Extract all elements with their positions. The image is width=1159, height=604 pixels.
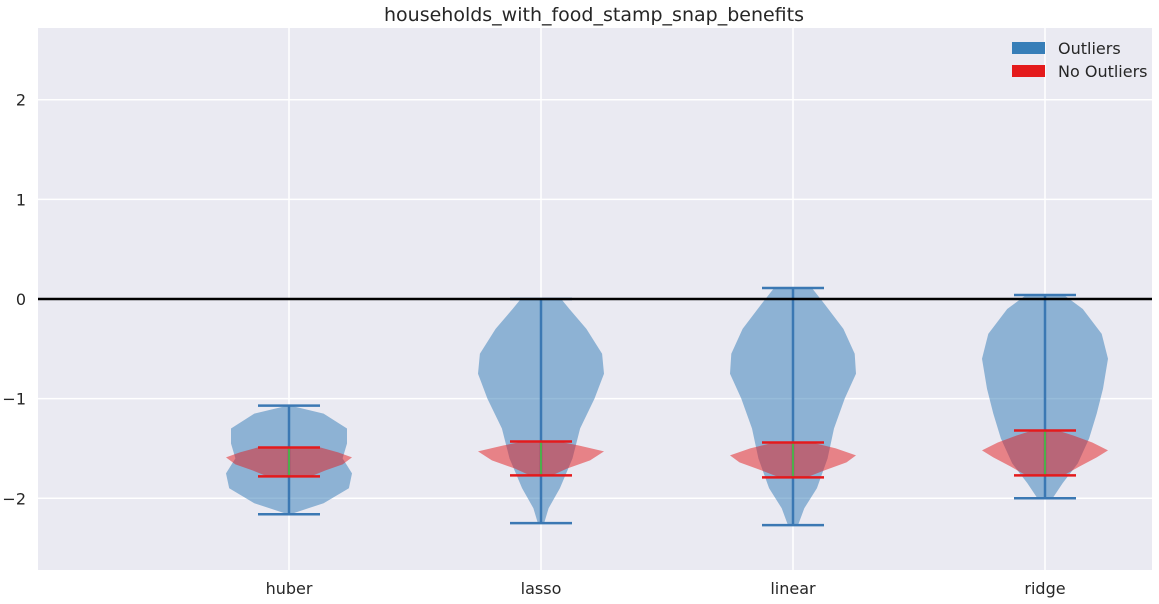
violin-no-outliers-huber <box>226 446 352 478</box>
violin-no-outliers-lasso <box>478 440 604 477</box>
x-tick-label: linear <box>770 579 816 598</box>
violin-no-outliers-linear <box>730 441 856 479</box>
chart-title: households_with_food_stamp_snap_benefits <box>384 4 804 26</box>
x-tick-label: huber <box>266 579 313 598</box>
y-tick-label: 0 <box>16 290 26 309</box>
y-tick-label: −2 <box>2 489 26 508</box>
legend-label-outliers: Outliers <box>1058 39 1121 58</box>
violins <box>226 286 1108 527</box>
y-tick-label: 1 <box>16 190 26 209</box>
y-tick-label: −1 <box>2 390 26 409</box>
legend: Outliers No Outliers <box>1012 39 1148 81</box>
x-tick-label: lasso <box>521 579 562 598</box>
legend-swatch-outliers <box>1012 42 1045 54</box>
legend-label-no-outliers: No Outliers <box>1058 62 1148 81</box>
axis-ticks: −2 −1 0 1 2 huber lasso linear ridge <box>2 91 1065 598</box>
violin-no-outliers-ridge <box>982 429 1108 477</box>
legend-swatch-no-outliers <box>1012 65 1045 77</box>
y-tick-label: 2 <box>16 91 26 110</box>
x-tick-label: ridge <box>1024 579 1065 598</box>
